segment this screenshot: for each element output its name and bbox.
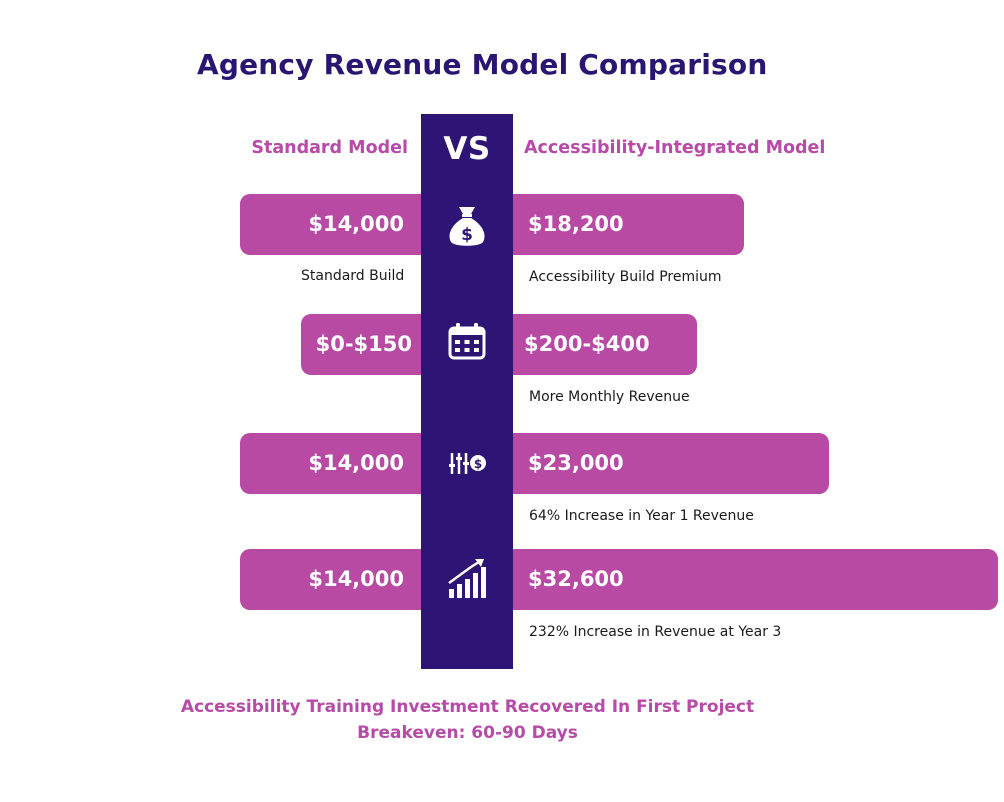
center-divider-bar — [421, 114, 513, 669]
row-3-accessible-value: $23,000 — [528, 451, 624, 475]
svg-text:$: $ — [474, 457, 482, 471]
row-3-bar — [240, 433, 829, 494]
row-2-accessible-label: More Monthly Revenue — [529, 389, 690, 405]
row-3-standard-value: $14,000 — [308, 451, 404, 475]
row-1-standard-label: Standard Build — [301, 268, 405, 284]
sliders-dollar-icon: $ — [441, 437, 493, 489]
accessibility-model-header: Accessibility-Integrated Model — [524, 138, 826, 158]
footer-line-1: Accessibility Training Investment Recove… — [180, 697, 755, 717]
row-4-accessible-label: 232% Increase in Revenue at Year 3 — [529, 624, 782, 640]
row-4-accessible-value: $32,600 — [528, 567, 624, 591]
footer-line-2: Breakeven: 60-90 Days — [357, 723, 578, 743]
standard-model-header: Standard Model — [251, 138, 408, 158]
row-1-accessible-label: Accessibility Build Premium — [529, 269, 722, 285]
svg-text:$: $ — [461, 225, 473, 245]
row-2-accessible-value: $200-$400 — [524, 332, 650, 356]
row-4-bar — [240, 549, 998, 610]
money-bag-icon: $ — [441, 199, 493, 251]
chart-title: Agency Revenue Model Comparison — [197, 48, 768, 81]
row-1-standard-value: $14,000 — [308, 212, 404, 236]
growth-chart-icon — [441, 553, 493, 605]
calendar-icon — [441, 318, 493, 370]
row-2-standard-value: $0-$150 — [315, 332, 412, 356]
row-4-standard-value: $14,000 — [308, 567, 404, 591]
row-3-accessible-label: 64% Increase in Year 1 Revenue — [529, 508, 754, 524]
row-1-accessible-value: $18,200 — [528, 212, 624, 236]
vs-label: VS — [443, 131, 491, 167]
